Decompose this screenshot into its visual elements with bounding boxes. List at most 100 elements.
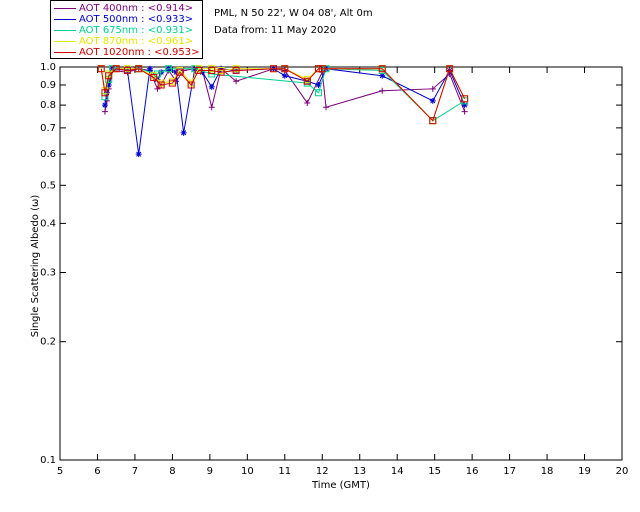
data-point: [123, 66, 131, 74]
data-point: [232, 66, 240, 74]
data-point: [173, 69, 180, 76]
y-tick-label: 1.0: [40, 62, 56, 73]
legend-swatch: [54, 29, 76, 31]
data-point: [315, 81, 322, 88]
data-point: [168, 79, 176, 87]
x-tick-label: 11: [278, 466, 291, 477]
y-tick-label: 0.8: [40, 100, 56, 111]
data-point: [323, 104, 330, 111]
legend-label: AOT 1020nm : <0.953>: [79, 47, 200, 58]
x-axis-label: Time (GMT): [312, 480, 370, 491]
legend-label: AOT 500nm : <0.933>: [79, 14, 194, 25]
legend-swatch: [54, 7, 76, 9]
data-point: [233, 78, 240, 85]
data-point: [157, 81, 165, 89]
x-tick-label: 5: [57, 466, 63, 477]
x-tick-label: 12: [316, 466, 329, 477]
legend-item-870nm: AOT 870nm : <0.961>: [54, 36, 193, 48]
data-point: [112, 65, 120, 73]
data-point: [101, 89, 109, 97]
date-label: Data from: 11 May 2020: [214, 25, 337, 36]
y-axis-label: Single Scattering Albedo (ω): [30, 194, 41, 338]
data-point: [208, 66, 216, 74]
y-tick-label: 0.4: [40, 218, 56, 229]
legend-label: AOT 400nm : <0.914>: [79, 3, 194, 14]
data-point: [135, 151, 142, 158]
data-point: [303, 77, 311, 85]
series-group: [97, 65, 469, 158]
data-point: [191, 65, 199, 73]
legend: AOT 400nm : <0.914> AOT 500nm : <0.933> …: [50, 0, 203, 59]
data-point: [101, 102, 108, 109]
data-point: [270, 65, 278, 73]
data-point: [208, 104, 215, 111]
data-point: [318, 65, 326, 73]
series-4: [97, 65, 469, 125]
x-tick-label: 7: [132, 466, 138, 477]
y-tick-label: 0.7: [40, 123, 56, 134]
data-point: [176, 68, 184, 76]
data-point: [187, 81, 195, 89]
x-tick-label: 6: [94, 466, 100, 477]
x-tick-label: 16: [466, 466, 479, 477]
axes: 5 6 7 8 9 10 11 12 13 14 15 16 17 18 19 20 0.1 0.2 0.3 0.4 0…: [40, 62, 628, 477]
data-point: [165, 65, 173, 73]
data-point: [429, 97, 436, 104]
data-point: [154, 85, 161, 92]
data-point: [378, 65, 386, 73]
legend-swatch: [54, 51, 76, 53]
legend-swatch: [54, 40, 76, 42]
data-point: [153, 70, 161, 78]
data-point: [281, 65, 289, 73]
x-tick-label: 17: [503, 466, 516, 477]
data-point: [429, 117, 437, 125]
data-point: [446, 65, 454, 73]
data-point: [315, 89, 323, 97]
data-point: [217, 68, 225, 76]
data-point: [429, 85, 436, 92]
data-point: [103, 89, 110, 96]
data-point: [146, 65, 153, 72]
x-tick-label: 13: [353, 466, 366, 477]
data-point: [135, 65, 143, 73]
series-line: [100, 67, 466, 122]
data-point: [97, 65, 105, 73]
data-point: [150, 74, 158, 82]
data-point: [105, 72, 113, 80]
data-point: [304, 99, 311, 106]
y-tick-label: 0.1: [40, 455, 56, 466]
legend-item-1020nm: AOT 1020nm : <0.953>: [54, 47, 199, 59]
data-point: [446, 67, 453, 74]
x-tick-label: 14: [391, 466, 404, 477]
data-point: [195, 66, 203, 74]
x-tick-label: 15: [428, 466, 441, 477]
legend-label: AOT 675nm : <0.931>: [79, 25, 194, 36]
data-point: [461, 102, 468, 109]
y-tick-label: 0.9: [40, 80, 56, 91]
x-tick-label: 10: [241, 466, 254, 477]
y-tick-label: 0.6: [40, 149, 56, 160]
location-label: PML, N 50 22', W 04 08', Alt 0m: [214, 8, 373, 19]
legend-item-400nm: AOT 400nm : <0.914>: [54, 3, 193, 15]
legend-item-500nm: AOT 500nm : <0.933>: [54, 14, 193, 26]
x-tick-label: 8: [169, 466, 175, 477]
data-point: [379, 87, 386, 94]
data-point: [101, 108, 108, 115]
x-tick-label: 18: [541, 466, 554, 477]
data-point: [208, 70, 216, 78]
data-point: [208, 83, 215, 90]
data-point: [105, 81, 112, 88]
data-point: [379, 72, 386, 79]
plot-frame: [59, 66, 623, 461]
y-tick-label: 0.5: [40, 180, 56, 191]
legend-label: AOT 870nm : <0.961>: [79, 36, 194, 47]
data-point: [281, 72, 288, 79]
legend-item-675nm: AOT 675nm : <0.931>: [54, 25, 193, 37]
legend-swatch: [54, 18, 76, 20]
data-point: [180, 129, 187, 136]
data-point: [461, 95, 469, 103]
x-tick-label: 20: [616, 466, 629, 477]
data-point: [199, 69, 206, 76]
x-tick-label: 19: [578, 466, 591, 477]
